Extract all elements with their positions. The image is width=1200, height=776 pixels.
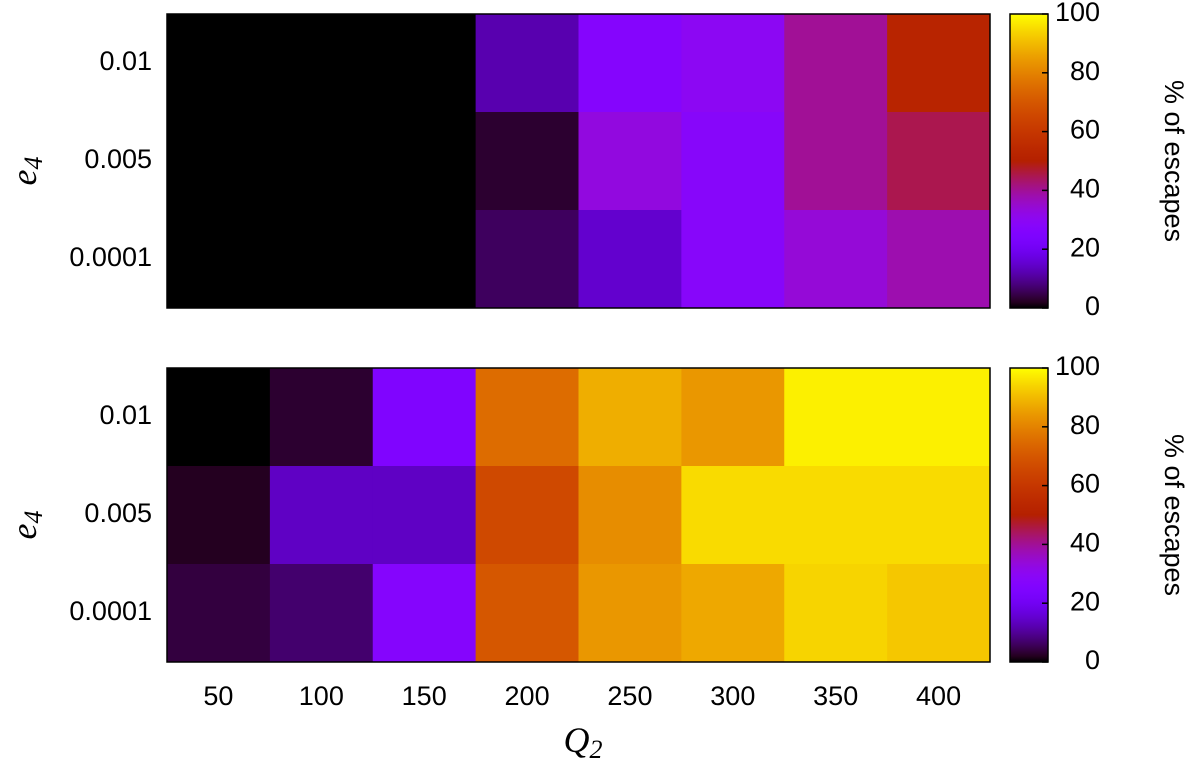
heatmap-cell <box>681 112 785 211</box>
colorbar-tick-label: 80 <box>1070 410 1100 440</box>
heatmap-cell <box>372 466 477 565</box>
colorbar <box>1009 367 1049 663</box>
label-main: Q <box>564 720 590 760</box>
colorbar-tick-label: 80 <box>1070 56 1100 86</box>
colorbar-tick-label: 40 <box>1070 528 1100 558</box>
colorbar-tick-label: 20 <box>1070 586 1100 616</box>
y-axis-label: e4 <box>4 511 48 540</box>
colorbar-tick-label: 40 <box>1070 174 1100 204</box>
plot-frame <box>166 367 991 663</box>
heatmap-cell <box>372 210 477 309</box>
heatmap-cell <box>578 112 682 211</box>
heatmap-cell <box>269 368 374 467</box>
heatmap-cell <box>784 112 888 211</box>
heatmap-cell <box>887 112 991 211</box>
heatmap-cell <box>269 210 374 309</box>
colorbar-label: % of escapes <box>1159 80 1189 242</box>
heatmap-cell <box>167 564 271 663</box>
heatmap-cell <box>475 112 579 211</box>
colorbar-tick-label: 0 <box>1085 645 1100 675</box>
label-sub: 4 <box>19 157 48 170</box>
x-tick-label: 200 <box>505 681 550 711</box>
heatmap-cell <box>269 564 374 663</box>
plot-frame <box>166 13 991 309</box>
heatmap-cell <box>887 368 991 467</box>
heatmap-cell <box>269 14 374 113</box>
colorbar-tick-label: 20 <box>1070 232 1100 262</box>
heatmap-cell <box>578 564 682 663</box>
heatmap-cell <box>167 368 271 467</box>
colorbar-tick-label: 100 <box>1055 0 1100 27</box>
colorbar-tick-label: 60 <box>1070 469 1100 499</box>
heatmap-cell <box>681 210 785 309</box>
y-tick-label: 0.01 <box>99 400 152 430</box>
label-sub: 2 <box>590 735 603 764</box>
heatmap-cell <box>681 564 785 663</box>
label-main: e <box>4 169 44 185</box>
heatmap-cell <box>887 564 991 663</box>
colorbar <box>1009 13 1049 309</box>
y-tick-label: 0.005 <box>84 144 152 174</box>
heatmap-cell <box>784 564 888 663</box>
heatmap-cell <box>372 112 477 211</box>
heatmap-cell <box>681 14 785 113</box>
heatmap-cell <box>475 14 579 113</box>
label-main: e <box>4 523 44 539</box>
heatmap-cell <box>784 14 888 113</box>
x-tick-label: 300 <box>710 681 755 711</box>
colorbar-label: % of escapes <box>1159 434 1189 596</box>
heatmap-cell <box>475 210 579 309</box>
colorbar-tick-label: 60 <box>1070 115 1100 145</box>
heatmap-cell <box>269 466 374 565</box>
colorbar-tick-label: 100 <box>1055 351 1100 381</box>
y-tick-label: 0.01 <box>99 46 152 76</box>
heatmap-cell <box>784 466 888 565</box>
heatmap-cell <box>578 368 682 467</box>
heatmap-cell <box>681 466 785 565</box>
x-tick-label: 250 <box>607 681 652 711</box>
heatmap-cell <box>887 14 991 113</box>
heatmap-cell <box>475 564 579 663</box>
x-tick-label: 100 <box>299 681 344 711</box>
heatmap-cell <box>167 210 271 309</box>
y-tick-label: 0.005 <box>84 498 152 528</box>
heatmap-cell <box>475 368 579 467</box>
heatmap-cell <box>269 112 374 211</box>
x-tick-label: 150 <box>402 681 447 711</box>
x-tick-label: 350 <box>813 681 858 711</box>
heatmap-cell <box>578 210 682 309</box>
heatmap-cell <box>167 14 271 113</box>
x-axis-label: Q2 <box>564 720 603 764</box>
heatmap-cell <box>681 368 785 467</box>
y-tick-label: 0.0001 <box>69 596 152 626</box>
heatmap-cell <box>784 368 888 467</box>
heatmap-cell <box>372 14 477 113</box>
heatmap-cell <box>167 112 271 211</box>
heatmap-cell <box>372 564 477 663</box>
heatmap-cell <box>372 368 477 467</box>
heatmap-cell <box>887 466 991 565</box>
heatmap-cell <box>167 466 271 565</box>
heatmap-cell <box>475 466 579 565</box>
heatmap-cell <box>578 466 682 565</box>
y-tick-label: 0.0001 <box>69 242 152 272</box>
label-sub: 4 <box>19 511 48 524</box>
heatmap-cell <box>784 210 888 309</box>
heatmap-cell <box>887 210 991 309</box>
y-axis-label: e4 <box>4 157 48 186</box>
x-tick-label: 400 <box>916 681 961 711</box>
x-tick-label: 50 <box>203 681 233 711</box>
colorbar-tick-label: 0 <box>1085 291 1100 321</box>
heatmap-cell <box>578 14 682 113</box>
